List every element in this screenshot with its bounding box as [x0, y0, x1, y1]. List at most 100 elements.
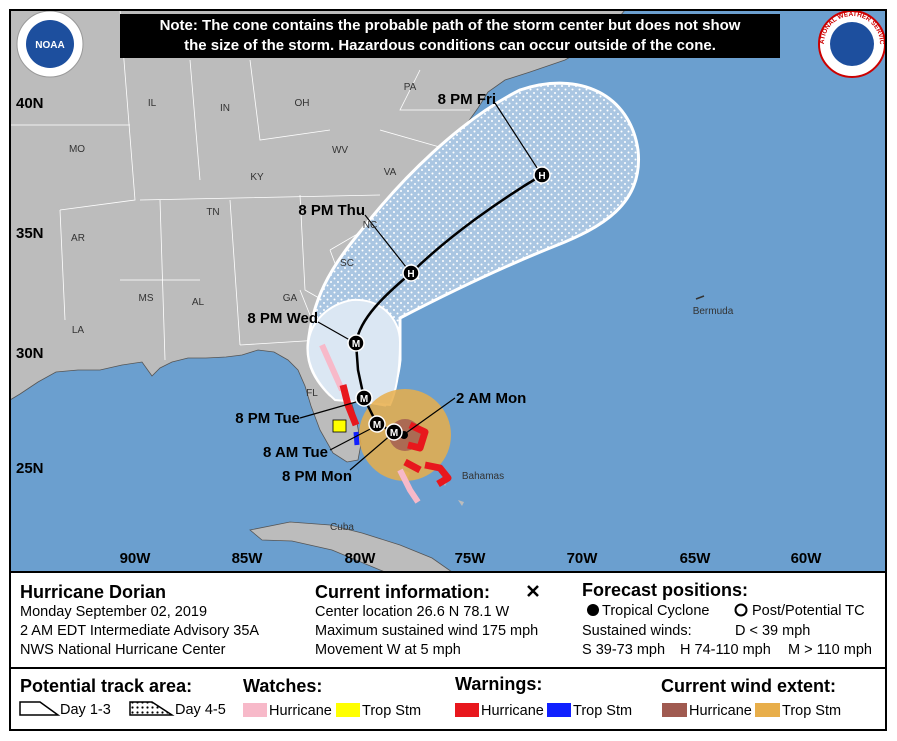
forecast-key-item: M > 110 mph [788, 642, 872, 658]
latitude-label: 40N [16, 95, 44, 112]
legend-item: Day 1-3 [60, 702, 111, 718]
cone-day-1-3 [306, 298, 402, 407]
bermuda [695, 295, 705, 300]
forecast-key-item: S 39-73 mph [582, 642, 665, 658]
place-label: MO [69, 144, 85, 155]
day-4-5-icon [129, 701, 175, 716]
forecast-time-label: 8 PM Tue [235, 410, 300, 427]
noaa-logo-inner [26, 20, 74, 68]
latitude-label: 35N [16, 225, 44, 242]
map-shape [494, 102, 542, 175]
tc-icon [587, 604, 599, 616]
forecast-marker: M [352, 339, 360, 350]
info-advisory: 2 AM EDT Intermediate Advisory 35A [20, 623, 259, 639]
legend-item: Trop Stm [782, 703, 841, 719]
longitude-label: 70W [567, 550, 599, 567]
watch-trop-stm [332, 419, 347, 433]
forecast-marker: M [360, 394, 368, 405]
legend-title: Current wind extent: [661, 676, 836, 696]
forecast-time-label: 8 PM Fri [438, 91, 496, 108]
ptc-icon [734, 603, 748, 617]
forecast-point [355, 389, 373, 407]
swatch [755, 703, 780, 717]
map-shape [299, 399, 364, 419]
forecast-marker: H [538, 171, 545, 182]
current-icon [527, 585, 539, 597]
storm-name: Hurricane Dorian [20, 582, 166, 602]
warning-trop-stm [353, 431, 360, 446]
place-label: SC [340, 258, 354, 269]
warning-hurricane [339, 384, 452, 488]
note-line: Note: The cone contains the probable pat… [160, 17, 741, 34]
place-label: Cuba [330, 522, 354, 533]
map-shape [329, 425, 377, 451]
longitude-label: 75W [455, 550, 487, 567]
map-shape [349, 433, 393, 471]
legend-title: Watches: [243, 676, 322, 696]
legend-panel [9, 571, 887, 731]
place-label: TN [206, 207, 219, 218]
forecast-key-item: Tropical Cyclone [602, 603, 709, 619]
longitude-label: 90W [120, 550, 152, 567]
place-label: NC [363, 220, 377, 231]
place-label: IN [220, 103, 230, 114]
swatch [662, 703, 687, 717]
info-date: Monday September 02, 2019 [20, 604, 207, 620]
map-shape [364, 214, 411, 273]
swatch [455, 703, 479, 717]
place-label: OH [295, 98, 310, 109]
forecast-key-title: Forecast positions: [582, 580, 748, 600]
place-label: VA [384, 167, 397, 178]
place-label: FL [306, 388, 318, 399]
noaa-logo-text: NOAA [35, 40, 64, 51]
place-label: KY [250, 172, 264, 183]
place-label: IL [148, 98, 157, 109]
latitude-label: 25N [16, 460, 44, 477]
map-shape [405, 397, 456, 434]
longitude-label: 80W [345, 550, 377, 567]
forecast-marker: M [373, 420, 381, 431]
current-title: Current information: [315, 582, 490, 602]
forecast-point [533, 166, 551, 184]
info-office: NWS National Hurricane Center [20, 642, 226, 658]
forecast-key-item: H 74-110 mph [680, 642, 771, 658]
current-position-label: 2 AM Mon [456, 390, 526, 407]
current-line: Center location 26.6 N 78.1 W [315, 604, 510, 620]
map-labels: 40N 35N 30N 25N 90W 85W 80W 75W 70W 65W 60W PA IL IN O… [16, 82, 822, 567]
forecast-time-label: 8 PM Wed [247, 310, 318, 327]
latitude-label: 30N [16, 345, 44, 362]
forecast-point [402, 264, 420, 282]
legend-title: Potential track area: [20, 676, 192, 696]
forecast-point [347, 334, 365, 352]
forecast-key-item: Post/Potential TC [752, 603, 865, 619]
longitude-label: 60W [791, 550, 823, 567]
forecast-point [385, 423, 403, 441]
note-line: the size of the storm. Hazardous conditi… [184, 37, 716, 54]
forecast-key-item: D < 39 mph [735, 623, 810, 639]
current-line: Maximum sustained wind 175 mph [315, 623, 538, 639]
place-label: AR [71, 233, 85, 244]
place-label: LA [72, 325, 85, 336]
day-1-3-icon [19, 701, 61, 716]
forecast-point [368, 415, 386, 433]
place-label: PA [404, 82, 417, 93]
note-box [120, 14, 780, 58]
nws-logo-inner [830, 22, 874, 66]
legend-title: Warnings: [455, 674, 542, 694]
watch-hurricane [319, 343, 421, 504]
place-label: MS [139, 293, 154, 304]
longitude-label: 65W [680, 550, 712, 567]
forecast-key-item: Sustained winds: [582, 623, 692, 639]
legend-item: Day 4-5 [175, 702, 226, 718]
place-label: WV [332, 145, 348, 156]
legend-item: Trop Stm [362, 703, 421, 719]
legend-item: Hurricane [269, 703, 332, 719]
legend-item: Hurricane [689, 703, 752, 719]
forecast-marker: M [390, 428, 398, 439]
forecast-marker: H [407, 269, 414, 280]
forecast-time-label: 8 AM Tue [263, 444, 328, 461]
current-line: Movement W at 5 mph [315, 642, 461, 658]
swatch [243, 703, 267, 717]
